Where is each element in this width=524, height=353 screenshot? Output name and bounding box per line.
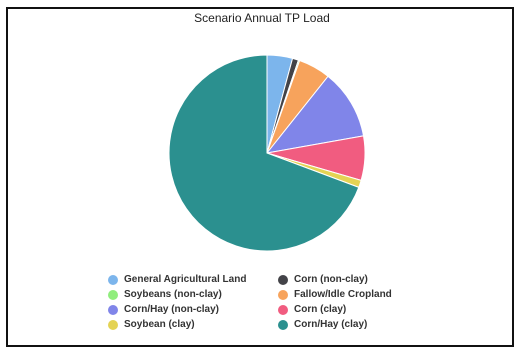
legend-item[interactable]: Corn/Hay (clay) bbox=[278, 319, 367, 330]
legend-swatch bbox=[108, 274, 118, 285]
legend-label: Corn/Hay (non-clay) bbox=[124, 304, 220, 315]
legend-swatch bbox=[278, 304, 288, 315]
legend-label: Corn/Hay (clay) bbox=[294, 319, 368, 330]
pie-slices bbox=[168, 54, 366, 252]
legend-label: General Agricultural Land bbox=[124, 274, 247, 285]
legend-label: Corn (non-clay) bbox=[294, 274, 368, 285]
legend-label: Soybean (clay) bbox=[124, 319, 195, 330]
legend-item[interactable]: Fallow/Idle Cropland bbox=[278, 289, 392, 300]
legend-item[interactable]: General Agricultural Land bbox=[108, 274, 246, 285]
legend-label: Fallow/Idle Cropland bbox=[294, 289, 392, 300]
pie-slice-corn-hay-non-clay[interactable] bbox=[265, 75, 365, 154]
legend-swatch bbox=[108, 319, 118, 330]
legend-swatch bbox=[278, 274, 288, 285]
legend-label: Soybeans (non-clay) bbox=[124, 289, 222, 300]
legend-item[interactable]: Corn/Hay (non-clay) bbox=[108, 304, 219, 315]
legend-swatch bbox=[278, 289, 288, 300]
legend-item[interactable]: Corn (non-clay) bbox=[278, 274, 368, 285]
legend-label: Corn (clay) bbox=[294, 304, 347, 315]
legend-item[interactable]: Soybeans (non-clay) bbox=[108, 289, 222, 300]
legend-swatch bbox=[108, 304, 118, 315]
legend-swatch bbox=[278, 319, 288, 330]
legend-item[interactable]: Soybean (clay) bbox=[108, 319, 195, 330]
legend-swatch bbox=[108, 289, 118, 300]
chart-title: Scenario Annual TP Load bbox=[194, 11, 330, 25]
legend-item[interactable]: Corn (clay) bbox=[278, 304, 346, 315]
pie-slice-corn-hay-clay[interactable] bbox=[168, 54, 360, 252]
